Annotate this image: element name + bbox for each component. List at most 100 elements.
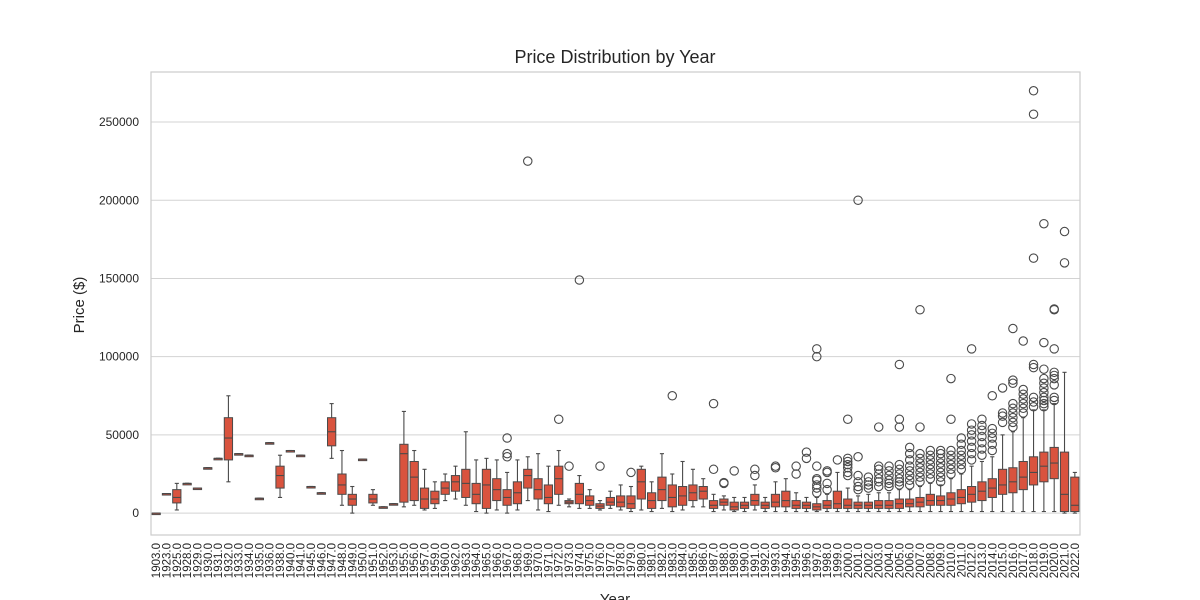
outlier-point <box>977 450 987 460</box>
outlier-point <box>853 481 863 492</box>
x-tick-label: 1976.0 <box>595 543 607 578</box>
y-tick-labels: 0 50000 100000 150000 200000 250000 <box>99 115 139 520</box>
plot-frame <box>150 71 1081 536</box>
box-iqr <box>657 476 667 502</box>
box-2012-0 <box>966 344 977 513</box>
outlier-point <box>1049 373 1059 384</box>
outlier-point <box>946 459 956 470</box>
x-tick-label: 1986.0 <box>698 543 710 578</box>
box-iqr <box>543 484 554 505</box>
outlier-point <box>946 414 956 424</box>
outlier-point <box>925 473 936 484</box>
box-2011-0 <box>956 433 967 513</box>
box-1990-0 <box>739 496 750 513</box>
outlier-point <box>884 475 894 486</box>
outlier-point <box>1008 412 1018 423</box>
outlier-point <box>966 430 977 440</box>
box-1932-0 <box>223 395 234 483</box>
box-1951-0 <box>368 489 378 506</box>
x-tick-label: 1951.0 <box>368 543 380 578</box>
x-tick-label: 1935.0 <box>254 543 266 578</box>
outlier-point <box>1049 380 1059 390</box>
outlier-point <box>842 459 853 470</box>
outlier-point <box>863 480 874 490</box>
outlier-point <box>729 466 739 476</box>
x-tick-label: 2003.0 <box>874 543 886 578</box>
box-iqr <box>843 498 853 509</box>
box-iqr <box>884 500 894 509</box>
outlier-point <box>822 484 832 495</box>
outlier-point <box>1028 359 1039 370</box>
outlier-point <box>925 464 936 475</box>
outlier-point <box>822 478 832 489</box>
box-iqr <box>874 500 884 509</box>
outlier-point <box>708 398 719 409</box>
x-tick-label: 2017.0 <box>1018 543 1030 578</box>
x-tick-label: 1929.0 <box>192 543 204 578</box>
box-1930-0 <box>203 467 213 470</box>
outlier-point <box>925 455 936 465</box>
box-1968-0 <box>512 459 523 511</box>
x-tick-label: 1987.0 <box>709 543 721 578</box>
x-tick-label: 1963.0 <box>461 543 473 578</box>
box-1980-0 <box>636 465 646 511</box>
box-iqr <box>337 473 347 495</box>
x-tick-label: 2000.0 <box>843 543 855 578</box>
box-1936-0 <box>265 442 275 445</box>
x-tick-label: 1985.0 <box>688 543 700 578</box>
box-1989-0 <box>729 466 739 513</box>
box-2003-0 <box>873 422 884 513</box>
box-1960-0 <box>440 473 450 502</box>
box-1962-0 <box>450 465 461 500</box>
box-iqr <box>1059 451 1070 513</box>
x-tick-label: 1946.0 <box>316 543 328 578</box>
x-tick-label: 2018.0 <box>1029 543 1041 578</box>
x-tick-label: 2002.0 <box>863 543 875 578</box>
x-tick-label: 1959.0 <box>430 543 442 578</box>
x-tick-label: 1989.0 <box>729 543 741 578</box>
outlier-point <box>812 488 822 498</box>
x-tick-label: 2014.0 <box>987 543 999 578</box>
box-iqr <box>750 493 760 506</box>
outlier-point <box>946 469 956 479</box>
outlier-point <box>904 461 915 471</box>
outlier-point <box>842 462 853 473</box>
x-tick-label: 1928.0 <box>182 543 194 578</box>
outlier-point <box>966 425 977 435</box>
outlier-point <box>1008 398 1018 409</box>
x-tick-label: 1930.0 <box>203 543 215 578</box>
box-1967-0 <box>502 433 512 514</box>
outlier-point <box>956 439 967 450</box>
x-tick-label: 2013.0 <box>977 543 989 578</box>
outlier-point <box>997 411 1008 421</box>
outlier-point <box>873 481 884 492</box>
x-tick-label: 1925.0 <box>172 543 184 578</box>
outlier-point <box>894 480 905 490</box>
outlier-point <box>853 452 863 462</box>
box-1941-0 <box>296 454 306 458</box>
box-iqr <box>172 489 182 504</box>
x-tick-label: 1995.0 <box>791 543 803 578</box>
box-2010-0 <box>946 373 956 513</box>
outlier-point <box>1018 389 1028 399</box>
outlier-point <box>987 428 998 439</box>
box-1929-0 <box>192 487 203 491</box>
outlier-point <box>842 453 853 464</box>
outlier-point <box>502 452 512 462</box>
box-1998-0 <box>822 466 832 513</box>
x-tick-label: 2021.0 <box>1060 543 1072 578</box>
x-tick-label: 1947.0 <box>327 543 339 578</box>
box-iqr <box>1039 451 1049 483</box>
outlier-point <box>915 472 925 482</box>
outlier-point <box>894 414 905 424</box>
box-2001-0 <box>853 195 863 513</box>
x-tick-label: 1923.0 <box>161 543 173 578</box>
box-1965-0 <box>481 457 492 514</box>
outlier-point <box>1008 403 1018 414</box>
box-iqr <box>708 500 719 509</box>
box-1997-0 <box>812 344 822 513</box>
x-tick-label: 2008.0 <box>925 543 937 578</box>
outlier-point <box>956 433 967 443</box>
box-iqr <box>729 501 739 511</box>
outlier-point <box>770 461 781 471</box>
